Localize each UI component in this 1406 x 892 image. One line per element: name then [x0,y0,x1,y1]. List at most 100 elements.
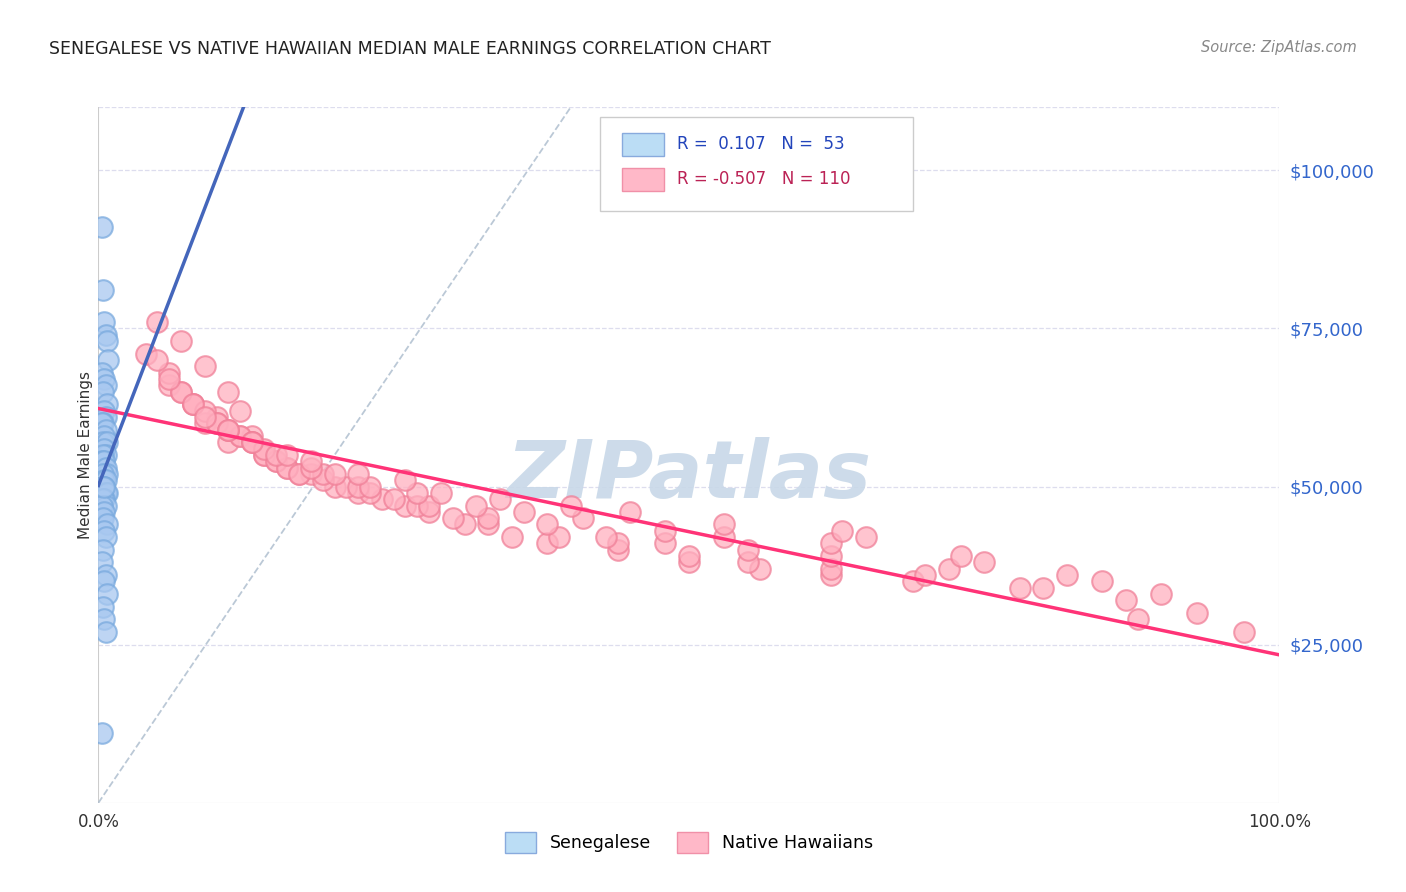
Point [914,568,936,582]
Point [194,417,217,431]
Point [135,347,157,361]
Point [489,492,512,507]
Point [1233,625,1256,640]
Point [831,524,853,538]
Point [91,384,114,399]
Point [512,505,534,519]
Point [595,530,617,544]
Point [157,372,180,386]
Point [441,511,464,525]
Point [1115,593,1137,607]
Point [312,467,335,481]
Point [94,499,117,513]
Point [1150,587,1173,601]
Point [96,334,118,348]
Point [91,726,114,740]
Point [229,429,252,443]
Point [548,530,571,544]
Point [430,486,453,500]
Point [181,397,204,411]
Point [91,454,114,468]
Point [93,612,115,626]
FancyBboxPatch shape [621,133,664,156]
Point [94,625,117,640]
Point [91,366,114,380]
Point [312,473,335,487]
Point [91,479,114,493]
Point [94,486,117,500]
Point [418,499,440,513]
Point [94,568,117,582]
Point [299,460,322,475]
Point [1185,606,1208,620]
Point [288,467,311,481]
Point [91,556,114,570]
Point [713,517,735,532]
Point [1056,568,1078,582]
Point [299,454,322,468]
Point [323,479,346,493]
Point [820,536,842,550]
Point [217,423,239,437]
Point [276,448,298,462]
Point [91,499,114,513]
Point [217,384,239,399]
Point [465,499,488,513]
Point [240,435,263,450]
Point [93,454,115,468]
Point [394,473,416,487]
Point [654,536,676,550]
Point [938,562,960,576]
Point [94,423,117,437]
Point [91,284,114,298]
Point [299,467,322,481]
Point [93,492,115,507]
Point [146,353,169,368]
Point [240,429,263,443]
Point [194,403,217,417]
Point [146,315,169,329]
Point [170,334,193,348]
Point [157,378,180,392]
Point [97,353,120,368]
Point [94,460,117,475]
Point [678,556,700,570]
Text: ZIPatlas: ZIPatlas [506,437,872,515]
Point [93,505,115,519]
Point [93,429,115,443]
Point [229,429,252,443]
Point [93,442,115,456]
Point [903,574,925,589]
Point [205,409,228,424]
Point [371,492,394,507]
Point [406,499,429,513]
Point [181,397,204,411]
Point [1091,574,1114,589]
Point [359,479,381,493]
Point [91,599,114,614]
Point [347,467,370,481]
Point [477,511,499,525]
Point [264,454,287,468]
Point [91,511,114,525]
Point [820,562,842,576]
Point [973,556,995,570]
Point [240,435,263,450]
Point [91,467,114,481]
Point [93,479,115,493]
Point [96,397,118,411]
Point [217,435,239,450]
Point [93,315,115,329]
FancyBboxPatch shape [621,168,664,191]
Point [560,499,582,513]
Point [347,486,370,500]
Point [820,568,842,582]
Legend: Senegalese, Native Hawaiians: Senegalese, Native Hawaiians [498,825,880,860]
Point [170,384,193,399]
Point [91,448,114,462]
Point [382,492,405,507]
Point [94,448,117,462]
Point [94,378,117,392]
Point [571,511,593,525]
Point [94,409,117,424]
